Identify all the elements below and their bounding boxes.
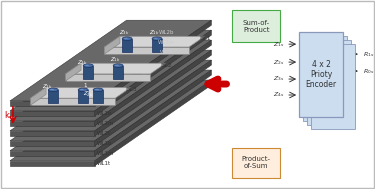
Text: $Z_{3k}$: $Z_{3k}$: [119, 28, 129, 37]
Polygon shape: [48, 90, 58, 103]
FancyBboxPatch shape: [299, 32, 343, 117]
Polygon shape: [93, 90, 103, 103]
Text: WL1m: WL1m: [97, 151, 114, 156]
Polygon shape: [78, 90, 88, 103]
FancyBboxPatch shape: [232, 10, 280, 42]
Ellipse shape: [154, 38, 158, 39]
Text: WL1b: WL1b: [97, 141, 112, 146]
Polygon shape: [95, 60, 211, 146]
Polygon shape: [122, 39, 132, 52]
Ellipse shape: [152, 37, 162, 40]
Polygon shape: [95, 50, 211, 136]
Text: WL2t: WL2t: [159, 50, 174, 55]
Polygon shape: [113, 66, 123, 79]
Ellipse shape: [122, 37, 132, 40]
Ellipse shape: [115, 65, 119, 66]
Ellipse shape: [83, 64, 93, 67]
Polygon shape: [30, 88, 46, 105]
Ellipse shape: [80, 89, 84, 90]
Polygon shape: [95, 80, 211, 166]
Text: $Z_{2s}$: $Z_{2s}$: [273, 58, 284, 67]
Polygon shape: [105, 36, 205, 47]
Text: BL3: BL3: [125, 87, 137, 92]
Polygon shape: [10, 111, 95, 116]
Polygon shape: [83, 66, 93, 79]
Polygon shape: [10, 70, 211, 151]
Polygon shape: [105, 47, 189, 54]
Polygon shape: [152, 39, 162, 52]
Ellipse shape: [85, 65, 89, 66]
Polygon shape: [10, 50, 211, 131]
Polygon shape: [95, 70, 211, 156]
Polygon shape: [10, 101, 95, 106]
Ellipse shape: [95, 89, 99, 90]
Text: WL2b: WL2b: [159, 30, 174, 35]
Text: WL2b: WL2b: [97, 111, 112, 116]
Polygon shape: [95, 30, 211, 116]
Text: $Z_{4s}$: $Z_{4s}$: [273, 91, 284, 99]
Polygon shape: [10, 60, 211, 141]
Ellipse shape: [50, 89, 54, 90]
FancyBboxPatch shape: [303, 36, 347, 121]
Text: WL2m: WL2m: [97, 121, 114, 126]
Ellipse shape: [124, 38, 128, 39]
Polygon shape: [65, 63, 81, 81]
Text: WL2t: WL2t: [97, 131, 111, 136]
Polygon shape: [10, 30, 211, 111]
FancyBboxPatch shape: [307, 40, 351, 125]
FancyBboxPatch shape: [232, 148, 280, 178]
Text: $Z_{1k}$: $Z_{1k}$: [110, 55, 121, 64]
Text: $Z_{1s}$: $Z_{1s}$: [273, 40, 284, 49]
Text: $Z_{3s}$: $Z_{3s}$: [273, 75, 284, 84]
Text: $Z_{1k}$: $Z_{1k}$: [42, 82, 53, 91]
Polygon shape: [30, 88, 131, 98]
Text: Product-
of-Sum: Product- of-Sum: [242, 156, 271, 169]
Polygon shape: [30, 98, 115, 105]
Polygon shape: [95, 20, 211, 106]
Text: WL2m: WL2m: [158, 40, 175, 45]
Text: k: k: [4, 111, 9, 120]
Polygon shape: [105, 36, 120, 54]
Text: $Z_{1k}$: $Z_{1k}$: [149, 28, 159, 37]
Text: $1$: $1$: [83, 81, 88, 89]
Ellipse shape: [48, 88, 58, 91]
Text: Sum-of-
Product: Sum-of- Product: [243, 20, 270, 33]
Text: $Z_{2k}$: $Z_{2k}$: [77, 58, 88, 67]
Text: 4 x 2
Prioty
Encoder: 4 x 2 Prioty Encoder: [305, 60, 337, 89]
Polygon shape: [10, 151, 95, 156]
Text: BL1: BL1: [199, 36, 211, 41]
Polygon shape: [65, 74, 150, 81]
Polygon shape: [10, 131, 95, 136]
Polygon shape: [10, 40, 211, 121]
FancyBboxPatch shape: [311, 44, 355, 129]
Text: BL2: BL2: [160, 63, 172, 68]
Ellipse shape: [78, 88, 88, 91]
Text: $Z_{2k}'$: $Z_{2k}'$: [83, 89, 94, 99]
Text: $R_{1s}$: $R_{1s}$: [363, 50, 374, 59]
Text: WL1t: WL1t: [97, 161, 111, 166]
Ellipse shape: [113, 64, 123, 67]
Polygon shape: [10, 80, 211, 161]
Polygon shape: [10, 141, 95, 146]
Polygon shape: [65, 63, 166, 74]
Polygon shape: [10, 121, 95, 126]
Text: $R_{0s}$: $R_{0s}$: [363, 67, 374, 76]
Ellipse shape: [93, 88, 103, 91]
Polygon shape: [95, 40, 211, 126]
Polygon shape: [10, 20, 211, 101]
Polygon shape: [10, 161, 95, 166]
